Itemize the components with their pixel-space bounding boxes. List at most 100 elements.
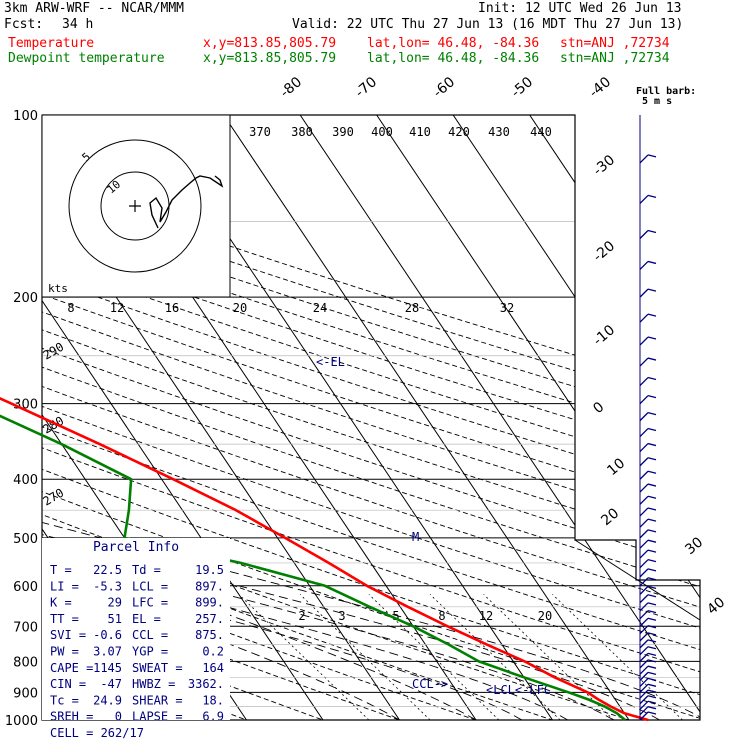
theta-e-label: 420	[448, 125, 470, 139]
parcel-stat-value: -47	[100, 677, 122, 691]
wind-barb	[639, 288, 657, 298]
mixing-ratio-label: 12	[479, 609, 493, 623]
wind-barb-staff	[639, 559, 649, 569]
wind-barb	[639, 625, 657, 635]
temperature-legend: Temperature	[8, 36, 95, 51]
mixing-ratio-label: 20	[538, 609, 552, 623]
wind-barb	[639, 652, 657, 662]
wind-barb	[639, 639, 657, 649]
wind-barb-flag	[647, 549, 657, 553]
plot-frame	[41, 114, 701, 721]
hodograph-origin-icon	[129, 200, 141, 212]
wind-barb-flag	[647, 689, 657, 693]
isotherm-label: -60	[430, 74, 458, 101]
wind-barb	[639, 594, 657, 604]
dry-adiabat	[42, 115, 437, 720]
wind-barb	[639, 659, 657, 669]
ccl-annotation: CCL->	[412, 677, 448, 691]
wind-barb-staff	[639, 428, 649, 438]
init-time: Init: 12 UTC Wed 26 Jun 13	[478, 1, 682, 16]
parcel-stat-name: Tc =	[50, 693, 79, 707]
wind-barb-flag	[647, 706, 657, 710]
hodograph-units-label: kts	[48, 282, 68, 295]
wind-barb-staff	[639, 483, 649, 493]
wind-barb-staff	[639, 507, 649, 517]
isotherm-label: -50	[508, 74, 536, 101]
parcel-stat-name: LAPSE =	[132, 710, 183, 724]
parcel-stat-name: PW =	[50, 645, 79, 659]
wind-barb-flag	[647, 357, 657, 361]
wind-barb-staff	[639, 518, 649, 528]
mixing-ratio-line	[429, 594, 561, 720]
wind-barb-staff	[639, 470, 649, 480]
el-annotation: <-EL	[316, 355, 345, 369]
temperature-line	[0, 396, 649, 722]
theta-e-label: 410	[409, 125, 431, 139]
wind-barb	[639, 695, 657, 705]
wind-barb-flag	[647, 639, 657, 643]
wind-barb	[639, 683, 657, 693]
wind-barb-flag	[647, 700, 657, 704]
wind-barb	[639, 427, 657, 438]
mixing-ratio-label: 5	[392, 609, 399, 623]
wind-barb-staff	[639, 646, 649, 656]
wind-barb-staff	[639, 632, 649, 642]
dry-adiabat	[42, 115, 700, 720]
wind-barb-flag	[647, 483, 657, 487]
hodograph-trace	[149, 175, 224, 229]
wind-barb-staff	[639, 539, 649, 549]
mixing-ratio-line	[238, 594, 370, 720]
wind-barb	[639, 585, 657, 595]
wind-barb-flag	[647, 617, 657, 621]
parcel-stat-name: CAPE =	[50, 661, 93, 675]
wind-barb	[639, 336, 657, 346]
mixing-ratio-line	[299, 594, 431, 720]
parcel-info-title: Parcel Info	[93, 540, 179, 555]
wind-barb	[639, 568, 657, 578]
wind-barb	[639, 677, 657, 687]
dewpoint-xy: x,y=813.85,805.79	[203, 51, 337, 66]
isotherm-line	[299, 115, 700, 720]
theta-e-label: 400	[371, 125, 393, 139]
parcel-stat-value: 6.9	[202, 710, 224, 724]
hodograph-ring	[68, 139, 202, 273]
pressure-tick-label: 900	[13, 686, 38, 701]
wind-barb	[639, 610, 657, 620]
isotherm-label: -10	[590, 322, 618, 349]
isotherm-label: 30	[682, 534, 706, 558]
wind-barb-flag	[647, 711, 657, 715]
wind-barb-flag	[647, 457, 657, 461]
isotherm-label: -70	[352, 74, 380, 101]
pressure-tick-label: 200	[13, 291, 38, 306]
dry-adiabat	[42, 115, 700, 720]
wind-barb	[639, 194, 657, 204]
forecast-label: Fcst:	[4, 17, 44, 32]
wind-barb	[639, 483, 657, 493]
dewpoint-legend: Dewpoint temperature	[8, 51, 165, 66]
wind-barb-flag	[647, 559, 657, 563]
wind-barb-flag	[647, 602, 657, 606]
wind-barb-staff	[639, 689, 649, 699]
isotherm-line	[529, 115, 700, 720]
hodograph-speed-label: 20	[233, 301, 247, 315]
pressure-tick-label: 400	[13, 473, 38, 488]
parcel-stat-value: 3362.	[188, 677, 224, 691]
wind-barb	[639, 395, 657, 405]
wind-barb	[639, 549, 657, 559]
isotherm-label: 20	[598, 505, 622, 529]
parcel-stat-value: 1145	[93, 661, 122, 675]
wind-barb-staff	[639, 549, 649, 559]
wind-barb-flag	[647, 665, 657, 669]
wind-barb	[639, 495, 657, 505]
theta-label: 290	[41, 340, 67, 363]
wind-legend-units: 5 m s	[642, 96, 672, 107]
wind-barb-staff	[639, 700, 649, 710]
dry-adiabat	[42, 115, 700, 720]
wind-barb-staff	[639, 659, 649, 669]
wind-barb-staff	[639, 706, 649, 716]
wind-barb	[639, 559, 657, 569]
parcel-stat-value: 875.	[195, 628, 224, 642]
wind-barb-flag	[647, 529, 657, 533]
parcel-stat-name: SWEAT =	[132, 661, 183, 675]
wind-barb-flag	[647, 632, 657, 636]
